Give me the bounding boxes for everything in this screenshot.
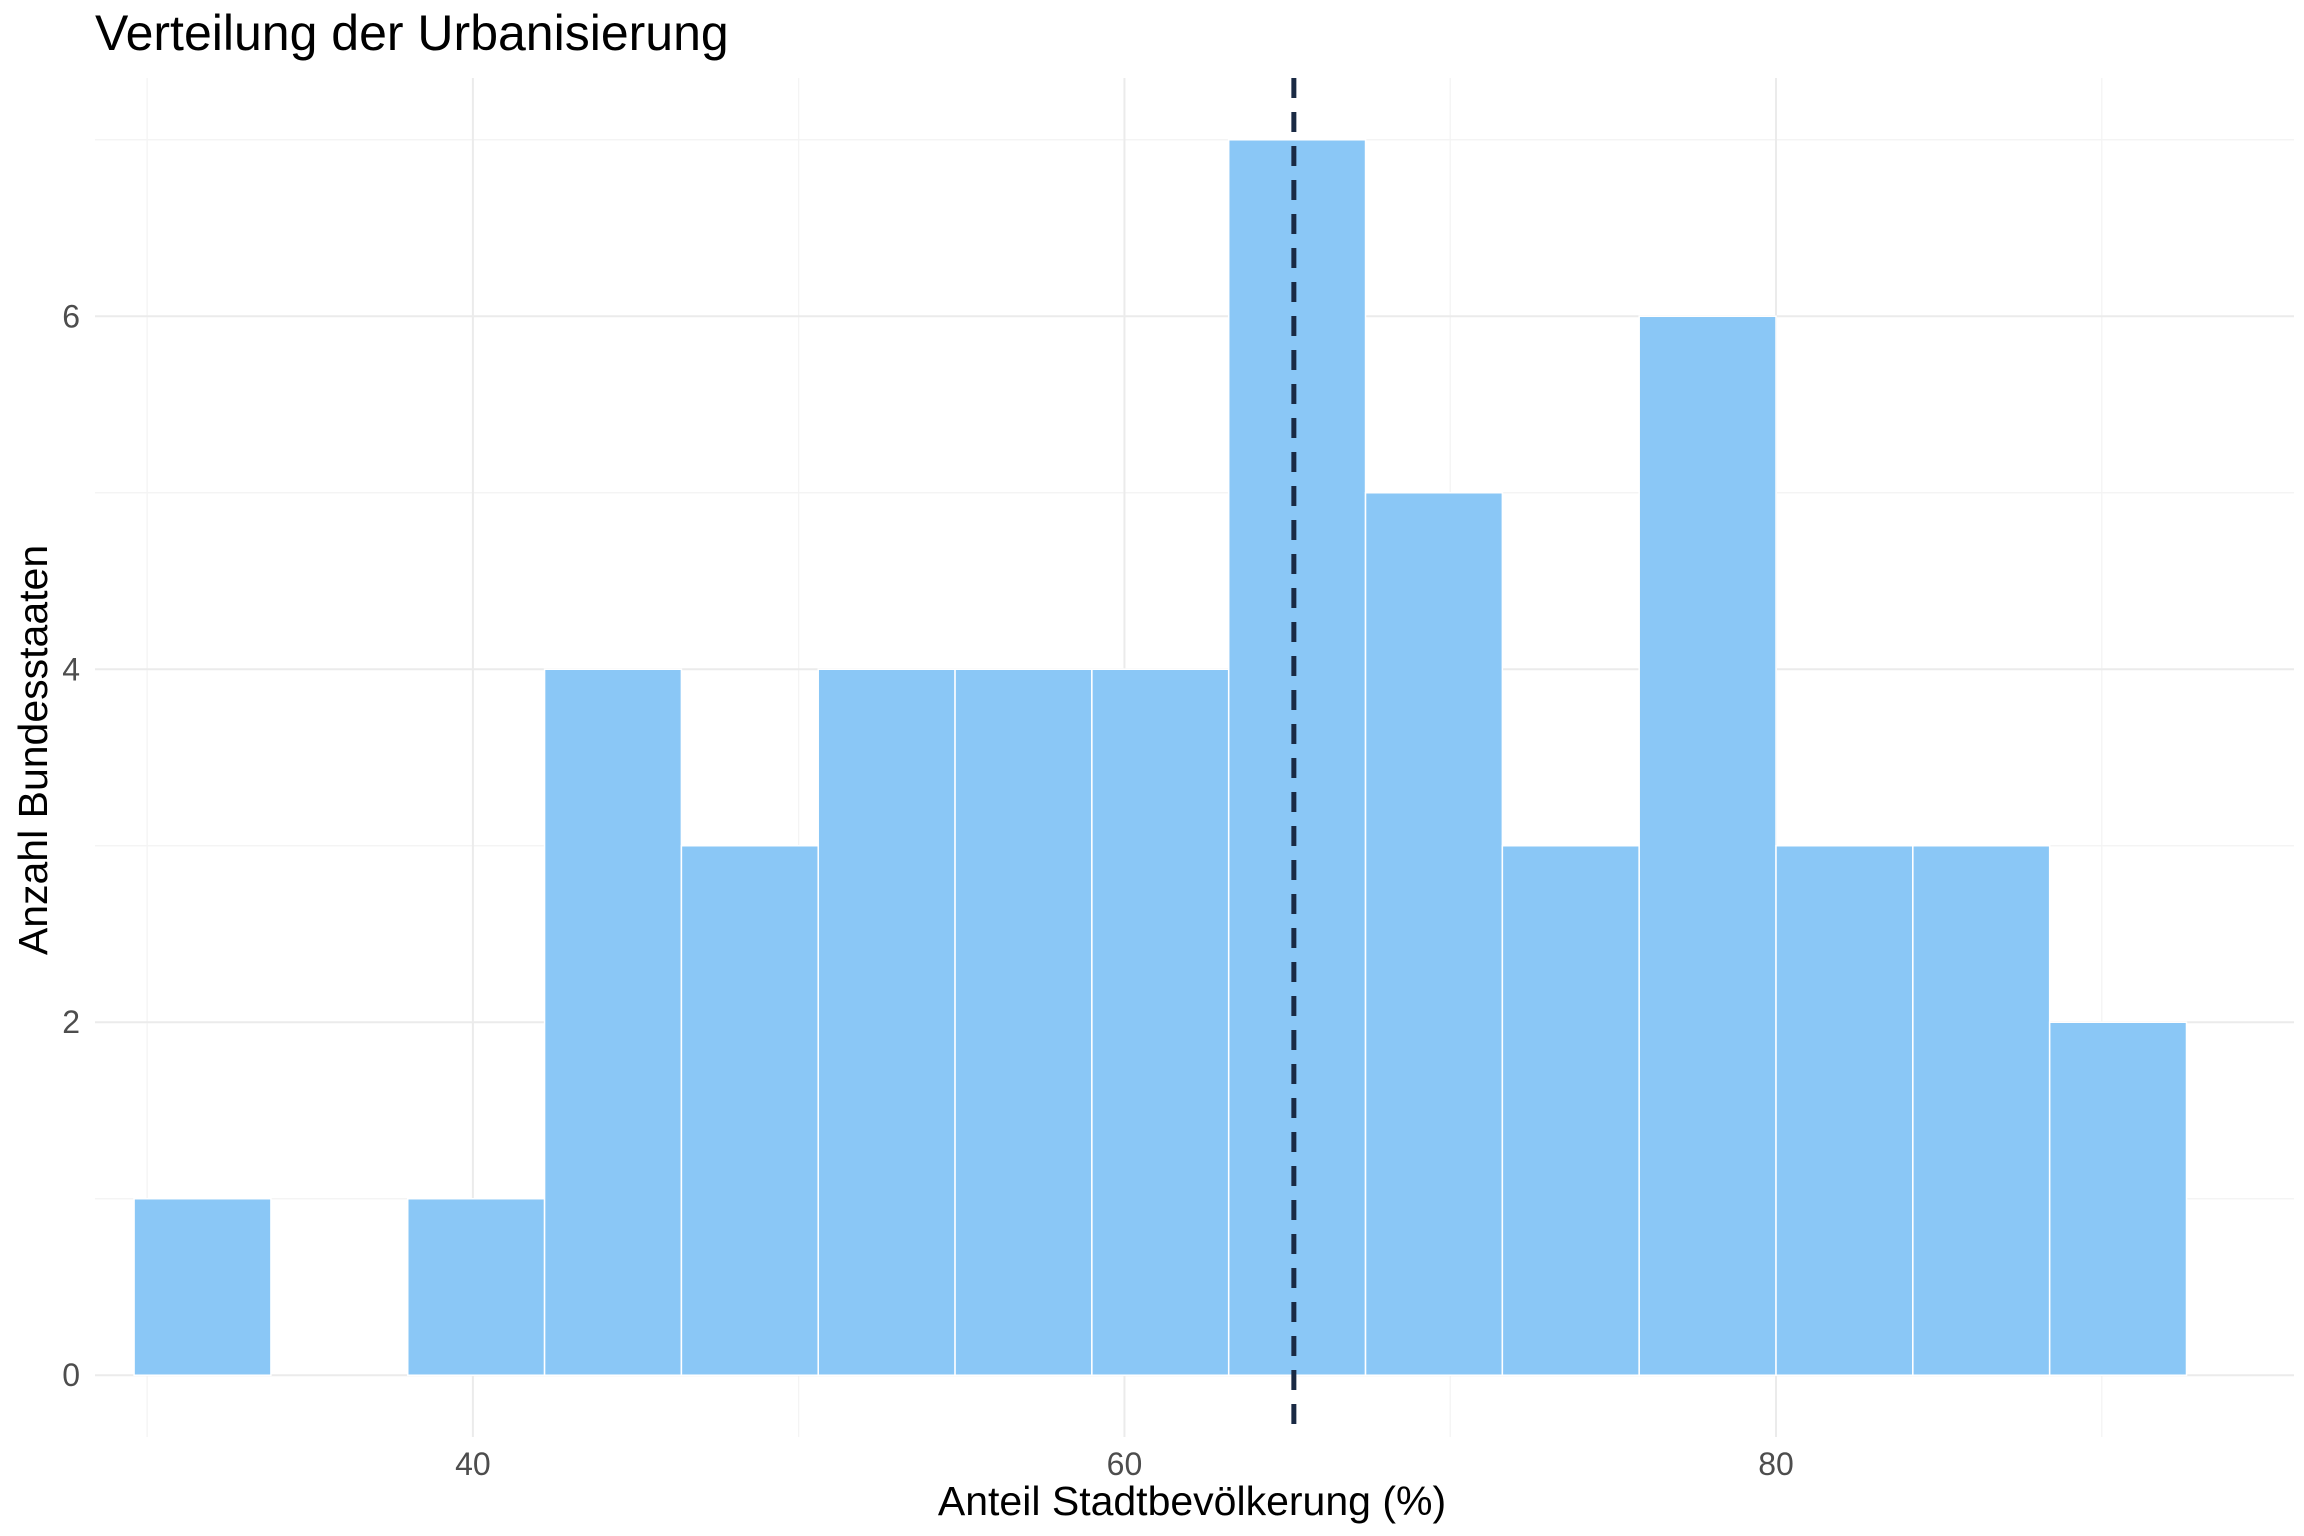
y-tick-label: 2 [62,1004,80,1040]
histogram-bars [133,139,2188,1376]
axis-ticks: 40 60 80 0 2 4 6 [62,298,1794,1482]
histogram-bar [1501,844,1640,1376]
x-tick-label: 60 [1107,1446,1143,1482]
histogram-bar [1775,844,1914,1376]
histogram-bar [817,668,956,1376]
histogram-bar [680,844,819,1376]
y-tick-label: 0 [62,1357,80,1393]
chart-title: Verteilung der Urbanisierung [95,5,729,61]
histogram-bar [406,1197,546,1376]
histogram-bar [2048,1021,2188,1376]
y-tick-label: 6 [62,298,80,334]
histogram-bar [1638,315,1777,1376]
histogram-bar [1364,492,1504,1376]
histogram-bar [954,668,1093,1376]
histogram-bar [1227,139,1367,1376]
histogram-bar [1912,844,2051,1376]
histogram-bar [133,1197,272,1376]
y-axis-title: Anzahl Bundesstaaten [10,545,56,955]
x-tick-label: 40 [455,1446,491,1482]
histogram-bar [1091,668,1230,1376]
x-tick-label: 80 [1758,1446,1794,1482]
x-axis-title: Anteil Stadtbevölkerung (%) [938,1478,1446,1524]
y-tick-label: 4 [62,651,80,687]
histogram-bar [543,668,683,1376]
